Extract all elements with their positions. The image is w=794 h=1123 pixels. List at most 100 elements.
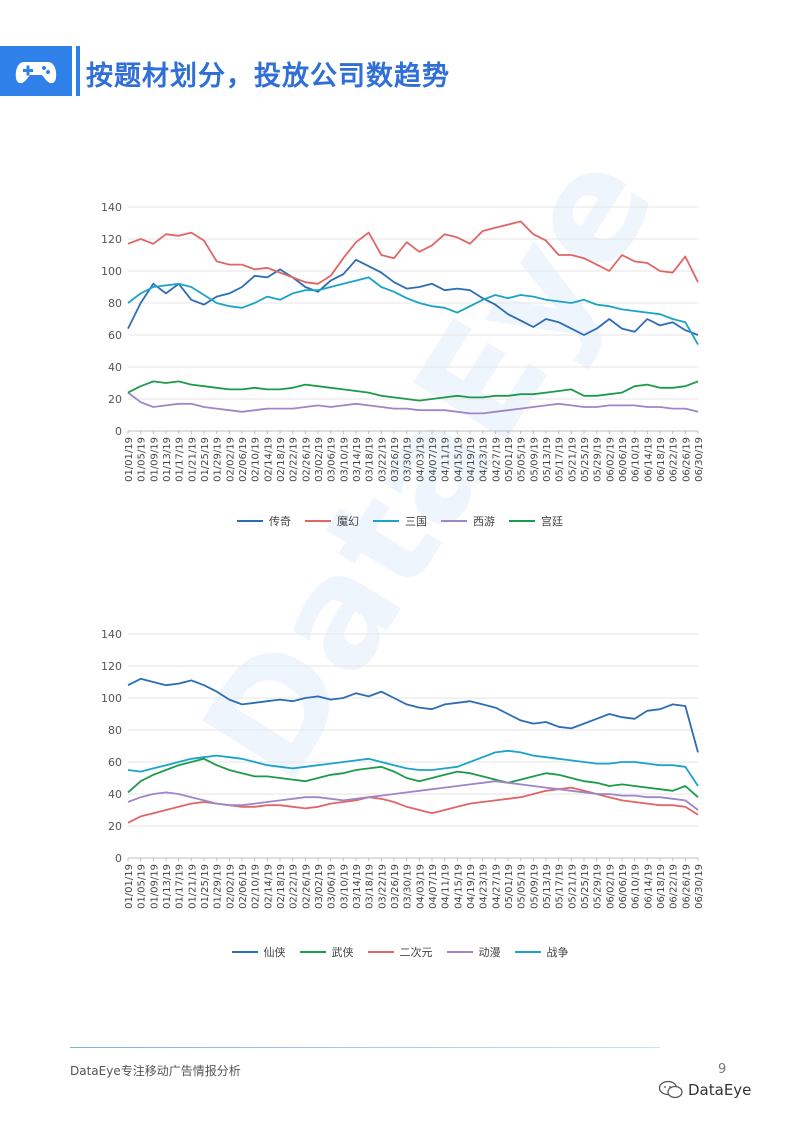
x-tick-label: 02/14/19 bbox=[263, 864, 274, 909]
y-tick-label: 40 bbox=[108, 788, 122, 801]
legend-item: 武侠 bbox=[299, 944, 354, 960]
x-tick-label: 01/21/19 bbox=[187, 437, 198, 482]
legend-item: 二次元 bbox=[367, 944, 433, 960]
y-tick-label: 140 bbox=[101, 628, 122, 641]
y-tick-label: 100 bbox=[101, 692, 122, 705]
x-tick-label: 06/02/19 bbox=[605, 437, 616, 482]
x-tick-label: 01/29/19 bbox=[213, 864, 224, 909]
x-tick-label: 04/27/19 bbox=[491, 864, 502, 909]
x-tick-label: 03/10/19 bbox=[339, 864, 350, 909]
x-tick-label: 04/27/19 bbox=[491, 437, 502, 482]
legend-swatch bbox=[237, 520, 263, 522]
y-tick-label: 60 bbox=[108, 756, 122, 769]
x-tick-label: 02/02/19 bbox=[225, 437, 236, 482]
x-tick-label: 02/10/19 bbox=[251, 864, 262, 909]
legend-item: 魔幻 bbox=[305, 513, 359, 529]
page-title: 按题材划分，投放公司数趋势 bbox=[86, 61, 450, 92]
x-tick-label: 06/30/19 bbox=[694, 437, 705, 482]
x-tick-label: 03/14/19 bbox=[352, 437, 363, 482]
series-line-4 bbox=[127, 749, 699, 787]
chart-2-legend: 仙侠 武侠 二次元 动漫 战争 bbox=[90, 944, 710, 960]
series-line-1 bbox=[127, 757, 699, 798]
header-badge bbox=[0, 46, 80, 96]
x-tick-label: 01/05/19 bbox=[137, 437, 148, 482]
y-tick-label: 0 bbox=[115, 852, 122, 865]
x-tick-label: 04/23/19 bbox=[479, 864, 490, 909]
x-tick-label: 03/06/19 bbox=[327, 864, 338, 909]
x-tick-label: 01/13/19 bbox=[162, 437, 173, 482]
x-tick-label: 06/22/19 bbox=[669, 437, 680, 482]
x-tick-label: 03/22/19 bbox=[377, 864, 388, 909]
legend-swatch bbox=[441, 520, 467, 522]
footer-divider bbox=[70, 1047, 660, 1048]
series-line-3 bbox=[127, 391, 699, 415]
legend-swatch bbox=[509, 520, 535, 522]
chart-2-plot: 0 20 40 60 80 100 120 140 01/01/19 01/05/19 01/09/… bbox=[101, 628, 705, 909]
x-tick-label: 05/25/19 bbox=[580, 864, 591, 909]
x-tick-label: 01/01/19 bbox=[124, 864, 135, 909]
x-tick-label: 01/25/19 bbox=[200, 864, 211, 909]
footer-brand-name: DataEye bbox=[688, 1081, 752, 1099]
chart-1: 0 20 40 60 80 100 120 140 01/01/19 01/05/19 01/09/… bbox=[90, 195, 710, 528]
wechat-icon bbox=[658, 1080, 683, 1099]
legend-swatch bbox=[514, 951, 541, 953]
legend-label: 二次元 bbox=[399, 946, 433, 959]
x-tick-label: 05/17/19 bbox=[555, 437, 566, 482]
page-number: 9 bbox=[718, 1062, 727, 1077]
legend-label: 战争 bbox=[546, 946, 569, 959]
x-tick-label: 06/22/19 bbox=[669, 864, 680, 909]
x-tick-label: 03/02/19 bbox=[314, 864, 325, 909]
x-tick-label: 01/01/19 bbox=[124, 437, 135, 482]
x-tick-label: 02/02/19 bbox=[225, 864, 236, 909]
chart-1-legend: 传奇 魔幻 三国 西游 宫廷 bbox=[90, 513, 710, 529]
x-tick-label: 04/03/19 bbox=[415, 437, 426, 482]
x-tick-label: 02/22/19 bbox=[289, 437, 300, 482]
legend-swatch bbox=[446, 951, 473, 953]
x-tick-label: 05/01/19 bbox=[504, 437, 515, 482]
x-tick-label: 01/09/19 bbox=[149, 437, 160, 482]
y-tick-label: 60 bbox=[108, 329, 122, 342]
legend-label: 魔幻 bbox=[337, 515, 359, 528]
x-tick-label: 02/26/19 bbox=[301, 437, 312, 482]
x-tick-label: 06/10/19 bbox=[631, 864, 642, 909]
x-tick-label: 04/03/19 bbox=[415, 864, 426, 909]
legend-item: 仙侠 bbox=[231, 944, 286, 960]
x-tick-label: 05/05/19 bbox=[517, 864, 528, 909]
x-tick-label: 03/14/19 bbox=[352, 864, 363, 909]
x-tick-label: 05/25/19 bbox=[580, 437, 591, 482]
x-tick-label: 03/26/19 bbox=[390, 437, 401, 482]
legend-swatch bbox=[299, 951, 326, 953]
x-tick-label: 05/01/19 bbox=[504, 864, 515, 909]
legend-item: 三国 bbox=[373, 513, 427, 529]
x-tick-label: 03/10/19 bbox=[339, 437, 350, 482]
y-tick-label: 80 bbox=[108, 724, 122, 737]
x-tick-label: 06/14/19 bbox=[643, 437, 654, 482]
x-tick-label: 02/18/19 bbox=[276, 437, 287, 482]
legend-label: 武侠 bbox=[331, 946, 354, 959]
footer-text: DataEye专注移动广告情报分析 bbox=[70, 1064, 241, 1078]
legend-swatch bbox=[367, 951, 394, 953]
y-tick-label: 20 bbox=[108, 393, 122, 406]
x-tick-label: 04/11/19 bbox=[441, 437, 452, 482]
x-tick-label: 04/11/19 bbox=[441, 864, 452, 909]
x-tick-label: 05/13/19 bbox=[542, 864, 553, 909]
chart-2: 0 20 40 60 80 100 120 140 01/01/19 01/05/19 01/09/… bbox=[90, 622, 710, 959]
x-tick-label: 01/21/19 bbox=[187, 864, 198, 909]
series-line-1 bbox=[127, 220, 699, 285]
x-tick-label: 02/06/19 bbox=[238, 864, 249, 909]
y-tick-label: 80 bbox=[108, 297, 122, 310]
x-tick-label: 01/17/19 bbox=[175, 864, 186, 909]
y-tick-label: 140 bbox=[101, 201, 122, 214]
x-tick-label: 06/30/19 bbox=[694, 864, 705, 909]
x-tick-label: 03/22/19 bbox=[377, 437, 388, 482]
x-tick-label: 05/29/19 bbox=[593, 864, 604, 909]
legend-item: 传奇 bbox=[237, 513, 291, 529]
x-tick-label: 02/26/19 bbox=[301, 864, 312, 909]
x-tick-label: 01/09/19 bbox=[149, 864, 160, 909]
x-tick-label: 06/10/19 bbox=[631, 437, 642, 482]
x-tick-label: 02/10/19 bbox=[251, 437, 262, 482]
x-tick-label: 05/21/19 bbox=[567, 437, 578, 482]
legend-swatch bbox=[231, 951, 258, 953]
x-tick-label: 04/23/19 bbox=[479, 437, 490, 482]
x-tick-label: 03/18/19 bbox=[365, 864, 376, 909]
